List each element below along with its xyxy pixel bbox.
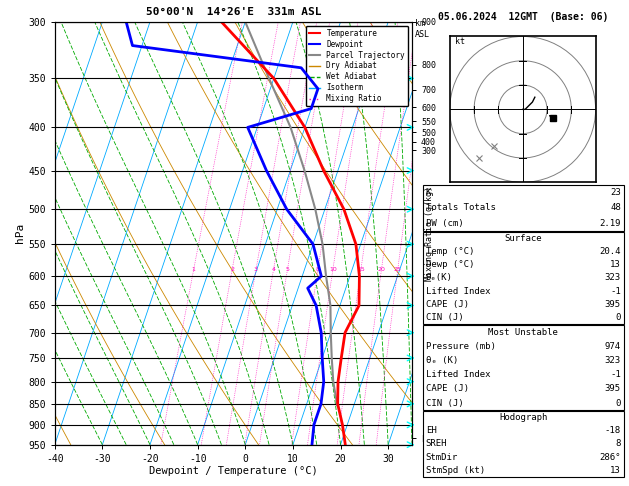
Text: 0: 0 <box>615 399 621 408</box>
Text: θₑ (K): θₑ (K) <box>426 356 458 365</box>
Text: CIN (J): CIN (J) <box>426 399 464 408</box>
Text: θₑ(K): θₑ(K) <box>426 274 453 282</box>
Text: 25: 25 <box>394 267 402 273</box>
Text: PW (cm): PW (cm) <box>426 219 464 227</box>
Text: CIN (J): CIN (J) <box>426 313 464 322</box>
Text: -1: -1 <box>610 287 621 295</box>
Text: -18: -18 <box>604 426 621 435</box>
Text: Totals Totals: Totals Totals <box>426 203 496 212</box>
Text: 4: 4 <box>272 267 276 273</box>
Text: Most Unstable: Most Unstable <box>488 328 559 337</box>
Text: StmSpd (kt): StmSpd (kt) <box>426 466 485 475</box>
Text: 395: 395 <box>604 384 621 394</box>
Text: EH: EH <box>426 426 437 435</box>
Text: 8: 8 <box>615 439 621 449</box>
Text: Lifted Index: Lifted Index <box>426 370 491 379</box>
Text: 15: 15 <box>357 267 365 273</box>
Text: 286°: 286° <box>599 452 621 462</box>
Legend: Temperature, Dewpoint, Parcel Trajectory, Dry Adiabat, Wet Adiabat, Isotherm, Mi: Temperature, Dewpoint, Parcel Trajectory… <box>306 26 408 106</box>
Text: 323: 323 <box>604 356 621 365</box>
Text: 974: 974 <box>604 342 621 351</box>
Text: km
ASL: km ASL <box>415 19 430 39</box>
Text: 395: 395 <box>604 300 621 309</box>
Text: 23: 23 <box>610 188 621 197</box>
Text: Surface: Surface <box>504 234 542 243</box>
Text: -1: -1 <box>610 370 621 379</box>
Text: 20: 20 <box>377 267 386 273</box>
Text: 3: 3 <box>254 267 258 273</box>
X-axis label: Dewpoint / Temperature (°C): Dewpoint / Temperature (°C) <box>149 467 318 476</box>
Text: K: K <box>426 188 431 197</box>
Text: Mixing Ratio (g/kg): Mixing Ratio (g/kg) <box>425 186 434 281</box>
Text: Temp (°C): Temp (°C) <box>426 247 474 256</box>
Text: 8: 8 <box>316 267 320 273</box>
Text: Lifted Index: Lifted Index <box>426 287 491 295</box>
Text: 323: 323 <box>604 274 621 282</box>
Text: 5: 5 <box>286 267 289 273</box>
Text: 48: 48 <box>610 203 621 212</box>
Text: 10: 10 <box>329 267 337 273</box>
Text: Dewp (°C): Dewp (°C) <box>426 260 474 269</box>
Text: 20.4: 20.4 <box>599 247 621 256</box>
Text: SREH: SREH <box>426 439 447 449</box>
Text: 2.19: 2.19 <box>599 219 621 227</box>
Text: 1: 1 <box>192 267 196 273</box>
Text: 0: 0 <box>615 313 621 322</box>
Y-axis label: hPa: hPa <box>15 223 25 243</box>
Text: 05.06.2024  12GMT  (Base: 06): 05.06.2024 12GMT (Base: 06) <box>438 12 608 22</box>
Text: CAPE (J): CAPE (J) <box>426 384 469 394</box>
Text: kt: kt <box>455 37 465 46</box>
Text: 50°00'N  14°26'E  331m ASL: 50°00'N 14°26'E 331m ASL <box>145 7 321 17</box>
Text: Hodograph: Hodograph <box>499 413 547 422</box>
Text: 13: 13 <box>610 466 621 475</box>
Text: Pressure (mb): Pressure (mb) <box>426 342 496 351</box>
Text: 13: 13 <box>610 260 621 269</box>
Text: CAPE (J): CAPE (J) <box>426 300 469 309</box>
Text: StmDir: StmDir <box>426 452 458 462</box>
Text: 2: 2 <box>230 267 234 273</box>
